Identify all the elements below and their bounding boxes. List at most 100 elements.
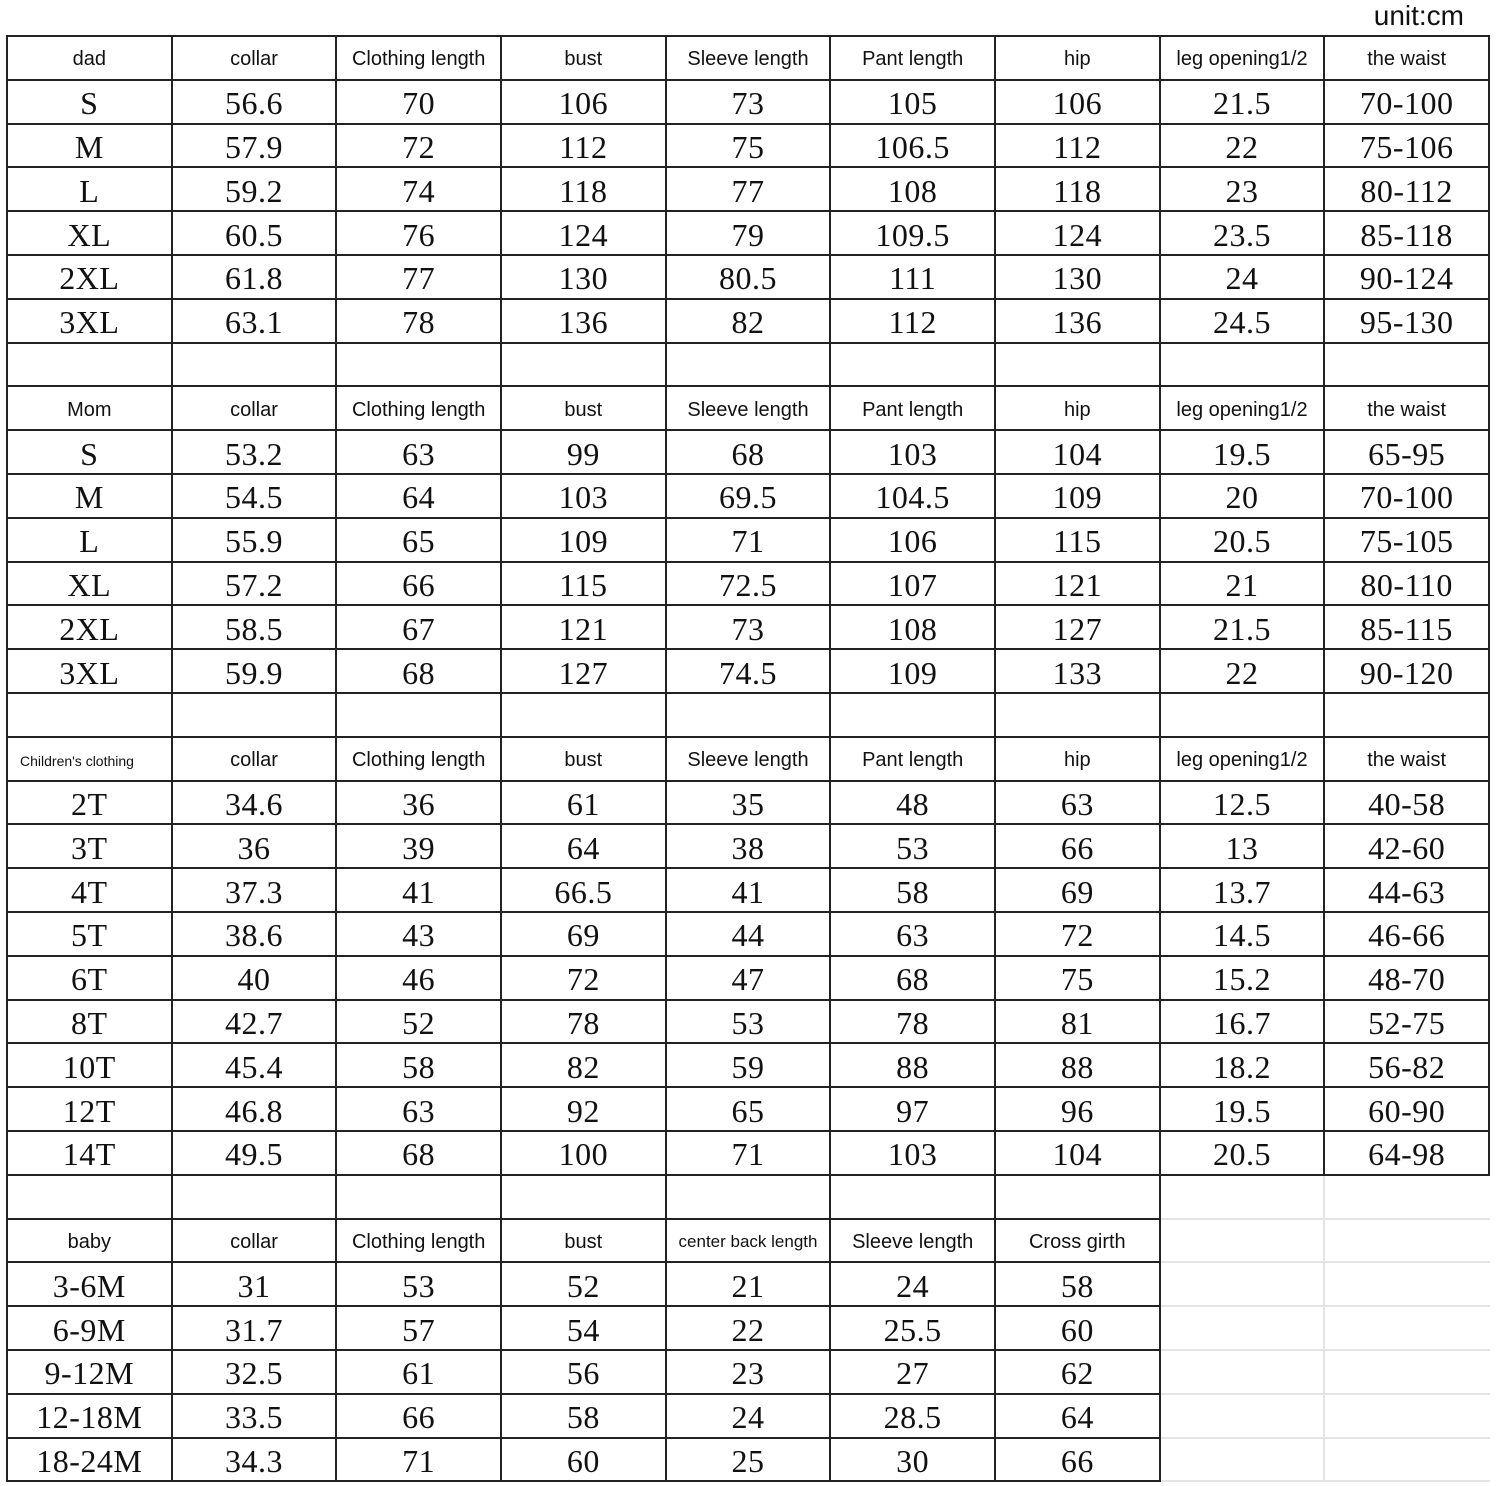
mom-value-cell: 104 bbox=[996, 431, 1161, 475]
children-value-cell: 66 bbox=[996, 825, 1161, 870]
spacer-cell bbox=[337, 1175, 502, 1220]
baby-value-cell: 24 bbox=[831, 1263, 996, 1308]
baby-value-cell: 27 bbox=[831, 1350, 996, 1395]
dad-value-cell: 124 bbox=[502, 212, 667, 256]
children-value-cell: 19.5 bbox=[1160, 1088, 1326, 1132]
baby-value-cell: 28.5 bbox=[831, 1394, 996, 1439]
baby-header-cell: Sleeve length bbox=[831, 1219, 996, 1264]
mom-value-cell: 55.9 bbox=[172, 518, 338, 563]
mom-value-cell: 108 bbox=[831, 606, 996, 651]
children-header-cell: Children's clothing bbox=[8, 737, 173, 782]
mom-value-cell: 115 bbox=[502, 562, 667, 607]
spacer-cell bbox=[831, 343, 996, 388]
children-value-cell: 48-70 bbox=[1325, 956, 1490, 1001]
children-value-cell: 40 bbox=[172, 956, 338, 1001]
dad-value-cell: 24.5 bbox=[1160, 299, 1326, 344]
children-size-cell: 2T bbox=[8, 781, 173, 826]
baby-value-cell: 24 bbox=[666, 1394, 832, 1439]
baby-value-cell: 31.7 bbox=[172, 1307, 338, 1351]
spacer-cell bbox=[337, 693, 502, 738]
children-value-cell: 38 bbox=[666, 825, 832, 870]
children-value-cell: 18.2 bbox=[1160, 1044, 1326, 1089]
children-value-cell: 61 bbox=[502, 781, 667, 826]
dad-size-cell: 3XL bbox=[8, 299, 173, 344]
children-value-cell: 81 bbox=[996, 1000, 1161, 1045]
dad-header-cell: the waist bbox=[1325, 37, 1490, 81]
spacer-cell bbox=[8, 1175, 173, 1220]
children-value-cell: 69 bbox=[996, 869, 1161, 913]
children-value-cell: 13.7 bbox=[1160, 869, 1326, 913]
dad-header-cell: leg opening1/2 bbox=[1160, 37, 1326, 81]
dad-value-cell: 61.8 bbox=[172, 255, 338, 300]
mom-value-cell: 21.5 bbox=[1160, 606, 1326, 651]
children-value-cell: 49.5 bbox=[172, 1131, 338, 1176]
children-value-cell: 46 bbox=[337, 956, 502, 1001]
children-value-cell: 14.5 bbox=[1160, 912, 1326, 957]
children-value-cell: 52-75 bbox=[1325, 1000, 1490, 1045]
mom-value-cell: 109 bbox=[996, 474, 1161, 519]
children-value-cell: 75 bbox=[996, 956, 1161, 1001]
mom-value-cell: 109 bbox=[502, 518, 667, 563]
baby-value-cell: 60 bbox=[502, 1438, 667, 1483]
empty-cell bbox=[1325, 1220, 1490, 1264]
mom-value-cell: 21 bbox=[1160, 562, 1326, 607]
baby-value-cell: 21 bbox=[666, 1263, 832, 1308]
children-value-cell: 69 bbox=[502, 912, 667, 957]
children-value-cell: 41 bbox=[666, 869, 832, 913]
mom-value-cell: 115 bbox=[996, 518, 1161, 563]
dad-header-cell: hip bbox=[996, 37, 1161, 81]
dad-value-cell: 106 bbox=[502, 80, 667, 125]
children-value-cell: 36 bbox=[172, 825, 338, 870]
dad-value-cell: 60.5 bbox=[172, 212, 338, 256]
spacer-cell bbox=[996, 343, 1161, 388]
empty-cell bbox=[1325, 1351, 1490, 1395]
mom-value-cell: 70-100 bbox=[1325, 474, 1490, 519]
children-value-cell: 78 bbox=[502, 1000, 667, 1045]
children-value-cell: 44 bbox=[666, 912, 832, 957]
dad-value-cell: 75-106 bbox=[1325, 124, 1490, 169]
mom-value-cell: 103 bbox=[502, 474, 667, 519]
dad-value-cell: 118 bbox=[502, 168, 667, 213]
mom-header-cell: the waist bbox=[1325, 387, 1490, 432]
dad-value-cell: 24 bbox=[1160, 255, 1326, 300]
children-value-cell: 12.5 bbox=[1160, 781, 1326, 826]
dad-size-cell: S bbox=[8, 80, 173, 125]
mom-value-cell: 65-95 bbox=[1325, 431, 1490, 475]
children-value-cell: 72 bbox=[996, 912, 1161, 957]
children-value-cell: 34.6 bbox=[172, 781, 338, 826]
children-value-cell: 46-66 bbox=[1325, 912, 1490, 957]
dad-value-cell: 23.5 bbox=[1160, 212, 1326, 256]
children-value-cell: 72 bbox=[502, 956, 667, 1001]
mom-value-cell: 59.9 bbox=[172, 650, 338, 694]
mom-header-cell: Sleeve length bbox=[666, 387, 832, 432]
children-value-cell: 35 bbox=[666, 781, 832, 826]
baby-value-cell: 71 bbox=[337, 1438, 502, 1483]
dad-value-cell: 22 bbox=[1160, 124, 1326, 169]
children-value-cell: 39 bbox=[337, 825, 502, 870]
dad-value-cell: 95-130 bbox=[1325, 299, 1490, 344]
children-value-cell: 56-82 bbox=[1325, 1044, 1490, 1089]
empty-cell bbox=[1325, 1263, 1490, 1308]
spacer-cell bbox=[996, 1175, 1161, 1220]
children-header-cell: collar bbox=[172, 737, 338, 782]
baby-value-cell: 52 bbox=[502, 1263, 667, 1308]
children-value-cell: 64 bbox=[502, 825, 667, 870]
spacer-cell bbox=[1325, 693, 1490, 738]
children-size-cell: 5T bbox=[8, 912, 173, 957]
spacer-cell bbox=[831, 693, 996, 738]
children-header-cell: bust bbox=[502, 737, 667, 782]
mom-size-cell: 3XL bbox=[8, 650, 173, 694]
dad-value-cell: 56.6 bbox=[172, 80, 338, 125]
children-value-cell: 63 bbox=[996, 781, 1161, 826]
mom-value-cell: 80-110 bbox=[1325, 562, 1490, 607]
children-value-cell: 20.5 bbox=[1160, 1131, 1326, 1176]
dad-value-cell: 75 bbox=[666, 124, 832, 169]
mom-value-cell: 67 bbox=[337, 606, 502, 651]
dad-size-cell: M bbox=[8, 124, 173, 169]
mom-size-cell: S bbox=[8, 431, 173, 475]
spacer-cell bbox=[172, 343, 338, 388]
mom-header-cell: leg opening1/2 bbox=[1160, 387, 1326, 432]
children-value-cell: 37.3 bbox=[172, 869, 338, 913]
dad-size-cell: 2XL bbox=[8, 255, 173, 300]
baby-value-cell: 25.5 bbox=[831, 1307, 996, 1351]
